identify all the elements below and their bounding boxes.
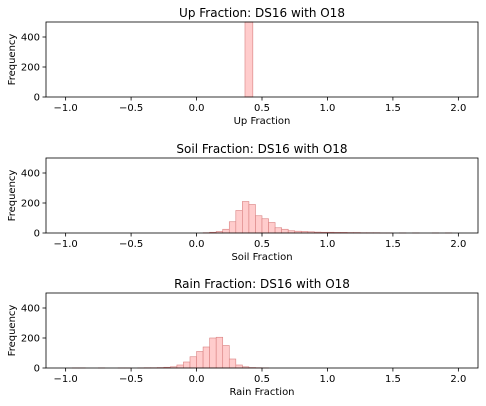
y-tick-label: 200 (21, 63, 40, 74)
x-tick-label: 1.5 (385, 103, 401, 114)
y-tick-label: 200 (21, 334, 40, 345)
histogram-bar (228, 358, 237, 369)
y-tick-label: 400 (21, 169, 40, 180)
x-tick-label: 1.5 (385, 374, 401, 385)
chart-title: Rain Fraction: DS16 with O18 (174, 277, 350, 291)
histogram-bar (196, 351, 204, 369)
chart-panel-3: −1.0 −0.5 0.0 0.5 1.0 1.5 2.0 0 200 400 Rain Fract… (7, 277, 479, 398)
x-tick-label: 0.5 (254, 103, 270, 114)
histogram-bar (274, 227, 282, 234)
histogram-bar (244, 21, 254, 98)
y-axis-label: Frequency (7, 170, 18, 222)
x-tick-label: 0.0 (189, 103, 205, 114)
y-tick-label: 0 (34, 93, 40, 104)
x-axis-label: Rain Fraction (229, 387, 294, 398)
x-tick-label: 0.5 (254, 374, 270, 385)
x-tick-label: 1.0 (320, 103, 336, 114)
x-tick-label: 2.0 (450, 239, 466, 250)
x-tick-label: 2.0 (450, 374, 466, 385)
histogram-bar (242, 201, 250, 234)
histogram-bar (183, 361, 191, 369)
x-tick-label: 0.0 (189, 374, 205, 385)
x-tick-label: 1.0 (320, 374, 336, 385)
x-tick-label: 1.0 (320, 239, 336, 250)
histogram-bar (202, 346, 210, 369)
x-axis-label: Soil Fraction (231, 252, 292, 263)
x-tick-label: −0.5 (119, 374, 143, 385)
histogram-bar (261, 218, 269, 234)
histogram-bar (222, 345, 230, 369)
histogram-bar (235, 210, 243, 234)
y-axis-label: Frequency (7, 34, 18, 86)
chart-title: Up Fraction: DS16 with O18 (179, 6, 345, 20)
y-tick-label: 200 (21, 199, 40, 210)
y-tick-label: 400 (21, 33, 40, 44)
y-tick-label: 0 (34, 229, 40, 240)
chart-title: Soil Fraction: DS16 with O18 (176, 142, 347, 156)
histogram-bar (235, 364, 243, 369)
histogram-bar (215, 336, 224, 369)
y-axis-label: Frequency (7, 305, 18, 357)
x-tick-label: −0.5 (119, 103, 143, 114)
x-tick-label: −1.0 (53, 103, 77, 114)
y-tick-label: 0 (34, 364, 40, 375)
histogram-bar (255, 215, 263, 234)
histogram-bar (281, 228, 289, 234)
x-tick-label: 0.0 (189, 239, 205, 250)
y-tick-label: 400 (21, 304, 40, 315)
x-axis-label: Up Fraction (234, 116, 291, 127)
x-tick-label: 0.5 (254, 239, 270, 250)
x-tick-label: 1.5 (385, 239, 401, 250)
x-tick-label: 2.0 (450, 103, 466, 114)
histogram-bar (189, 356, 197, 369)
x-tick-label: −0.5 (119, 239, 143, 250)
histogram-bar (222, 228, 230, 234)
histogram-bar (228, 221, 237, 234)
chart-panel-1: −1.0 −0.5 0.0 0.5 1.0 1.5 2.0 0 200 400 Up Fractio… (7, 6, 479, 127)
x-tick-label: −1.0 (53, 239, 77, 250)
histogram-bar (209, 337, 217, 369)
histogram-bar (248, 204, 256, 234)
histogram-bar (268, 222, 276, 234)
histogram-bar (176, 364, 184, 369)
chart-panel-2: −1.0 −0.5 0.0 0.5 1.0 1.5 2.0 0 200 400 Soil Fract… (7, 142, 479, 263)
x-tick-label: −1.0 (53, 374, 77, 385)
